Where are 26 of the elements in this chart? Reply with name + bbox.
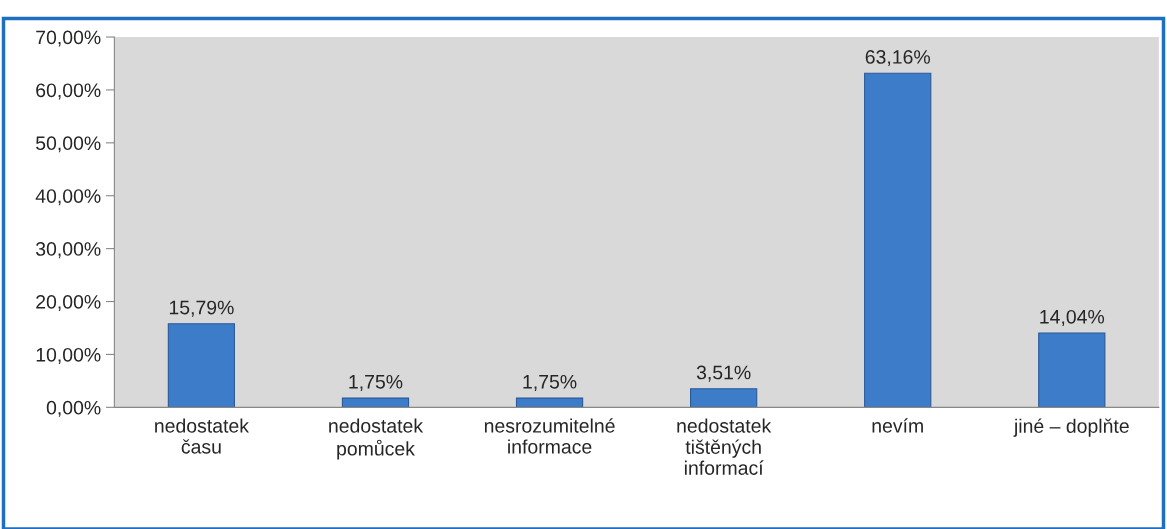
y-tick-label: 10,00% (36, 347, 101, 364)
bar (690, 388, 758, 408)
x-tick-label: nedostatek tištěných informací (677, 418, 772, 475)
y-tick-label: 30,00% (35, 242, 101, 259)
bar (864, 72, 932, 408)
x-tick-label: jiné – doplňte (1013, 418, 1129, 437)
x-tick-label: nedostatek pomůcek (329, 418, 424, 460)
data-label: 15,79% (169, 300, 234, 317)
data-label: 3,51% (696, 365, 751, 382)
y-tick-label: 60,00% (36, 83, 101, 100)
bar (515, 397, 584, 408)
data-label: 1,75% (349, 374, 403, 391)
bar (341, 397, 410, 408)
y-tick-label: 0,00% (46, 400, 101, 417)
y-tick-label: 20,00% (36, 295, 101, 312)
x-tick-label: nedostatek času (155, 418, 249, 454)
bar (167, 323, 236, 408)
data-label: 14,04% (1040, 309, 1105, 326)
y-tick-label: 40,00% (35, 189, 101, 206)
x-tick-label: nesrozumitelné informace (484, 418, 615, 454)
x-tick-label: nevím (872, 418, 923, 433)
y-tick-label: 50,00% (36, 136, 101, 153)
data-label: 1,75% (523, 374, 577, 391)
bar (1038, 332, 1106, 408)
y-tick-label: 70,00% (36, 30, 101, 47)
data-label: 63,16% (865, 50, 930, 67)
